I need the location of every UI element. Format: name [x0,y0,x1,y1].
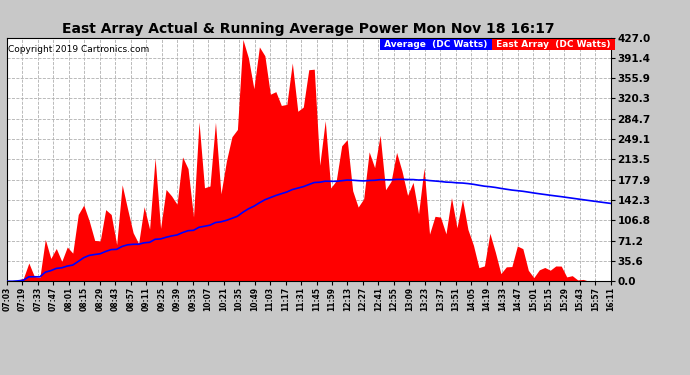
Title: East Array Actual & Running Average Power Mon Nov 18 16:17: East Array Actual & Running Average Powe… [63,22,555,36]
Text: Average  (DC Watts): Average (DC Watts) [381,40,491,49]
Text: East Array  (DC Watts): East Array (DC Watts) [493,40,613,49]
Text: Copyright 2019 Cartronics.com: Copyright 2019 Cartronics.com [8,45,149,54]
